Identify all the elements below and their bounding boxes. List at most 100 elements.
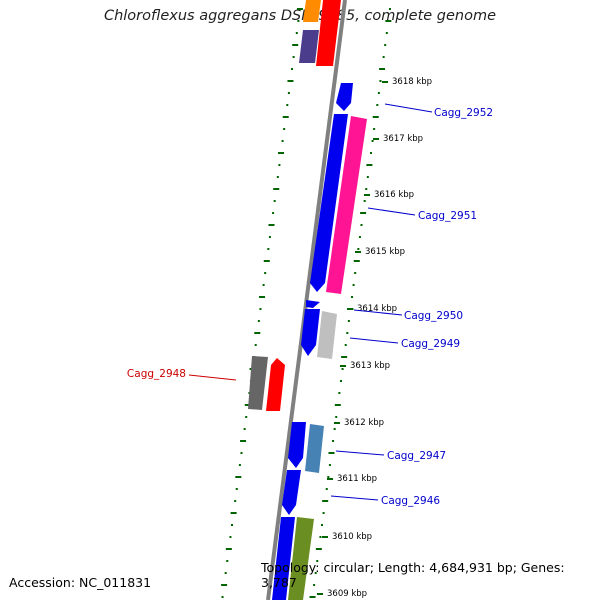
tick-label: 3617 kbp (383, 134, 423, 144)
gc-dot (365, 188, 368, 190)
gc-dot (333, 428, 336, 430)
gene-arrow (317, 311, 337, 359)
gene-label-cagg-2950[interactable]: Cagg_2950 (404, 310, 463, 322)
gc-dot (283, 128, 286, 130)
gc-dot (264, 272, 267, 274)
gene-leader-line (188, 374, 237, 381)
gc-dot (240, 440, 247, 442)
gc-dot (229, 536, 232, 538)
gene-arrow (306, 300, 320, 308)
gc-dot (321, 524, 324, 526)
gc-dot (291, 68, 294, 70)
gc-dot (353, 260, 360, 262)
gene-leader-line (384, 103, 433, 113)
gc-dot (319, 536, 322, 538)
gene-leader-line (330, 495, 379, 501)
genome-summary-text: Topology: circular; Length: 4,684,931 bp… (261, 560, 565, 590)
gene-arrow (316, 0, 341, 66)
gc-dot (327, 476, 330, 478)
tick-label: 3616 kbp (374, 190, 414, 200)
gc-dot (292, 56, 295, 58)
gc-dot (352, 284, 355, 286)
gc-dot (372, 116, 379, 118)
gc-dot (363, 200, 366, 202)
genome-title: Chloroflexus aggregans DSM 9485, complet… (103, 8, 497, 24)
gc-dot (335, 416, 338, 418)
gc-dot (268, 236, 271, 238)
gc-dot (244, 404, 251, 406)
gene-arrow (305, 424, 324, 473)
gc-dot (263, 260, 270, 262)
gc-dot (351, 296, 354, 298)
gc-dot (273, 200, 276, 202)
gc-dot (341, 356, 348, 358)
gc-dot (384, 44, 387, 46)
gene-label-cagg-2951[interactable]: Cagg_2951 (418, 210, 477, 222)
gc-dot (224, 572, 227, 574)
gc-dot (221, 584, 228, 586)
gene-label-cagg-2949[interactable]: Cagg_2949 (401, 338, 460, 350)
gene-arrow (301, 309, 320, 356)
gc-dot (273, 188, 280, 190)
tick-label: 3610 kbp (332, 532, 372, 542)
accession-text: Accession: NC_011831 (9, 575, 152, 590)
gene-label-cagg-2952[interactable]: Cagg_2952 (434, 107, 493, 119)
gc-dot (238, 464, 241, 466)
gc-dot (282, 116, 289, 118)
gc-dot (366, 164, 373, 166)
gene-label-cagg-2947[interactable]: Cagg_2947 (387, 450, 446, 462)
gene-label-cagg-2948[interactable]: Cagg_2948 (127, 368, 186, 380)
gc-dot (322, 512, 325, 514)
gc-dot (371, 140, 374, 142)
tick-label: 3612 kbp (344, 418, 384, 428)
gene-arrow (326, 116, 367, 294)
gc-dot (235, 488, 238, 490)
gc-dot (315, 548, 322, 550)
gc-dot (379, 80, 382, 82)
gc-dot (259, 296, 266, 298)
gc-dot (339, 380, 342, 382)
gc-dot (328, 452, 335, 454)
gc-dot (268, 224, 275, 226)
gc-dot (338, 392, 341, 394)
gc-dot (344, 344, 347, 346)
gc-dot (278, 164, 281, 166)
gene-arrow (272, 517, 295, 600)
gene-arrow (303, 0, 321, 22)
tick-label: 3614 kbp (357, 304, 397, 314)
gc-dot (309, 596, 316, 598)
gc-dot (385, 20, 392, 22)
gc-dot (357, 248, 360, 250)
gc-dot (313, 584, 316, 586)
gc-dot (287, 92, 290, 94)
gc-dot (379, 68, 386, 70)
gene-arrow (336, 83, 353, 111)
gc-dot (297, 20, 300, 22)
gene-leader-line (353, 309, 403, 316)
tick-label: 3613 kbp (350, 361, 390, 371)
gc-dot (376, 104, 379, 106)
gc-dot (221, 596, 224, 598)
gene-leader-line (349, 337, 399, 344)
gc-dot (385, 32, 388, 34)
gene-arrow (248, 356, 268, 410)
gc-dot (230, 512, 237, 514)
gene-features (248, 0, 367, 600)
gc-dot (328, 464, 331, 466)
tick-marks: 3618 kbp 3617 kbp 3616 kbp 3615 kbp 3614 kbp… (317, 77, 432, 599)
gc-dot (382, 56, 385, 58)
gc-dot (360, 212, 367, 214)
gc-dot (360, 224, 363, 226)
gene-label-cagg-2946[interactable]: Cagg_2946 (381, 495, 440, 507)
gene-arrow (288, 422, 306, 468)
gc-dot (366, 176, 369, 178)
gene-leader-line (367, 207, 416, 216)
gc-dot (276, 176, 279, 178)
gc-dot (245, 416, 248, 418)
gc-dot (281, 140, 284, 142)
gc-dot (231, 524, 234, 526)
gc-dot (277, 152, 284, 154)
gc-dot (358, 236, 361, 238)
gc-dot (325, 488, 328, 490)
gc-dot (259, 308, 262, 310)
